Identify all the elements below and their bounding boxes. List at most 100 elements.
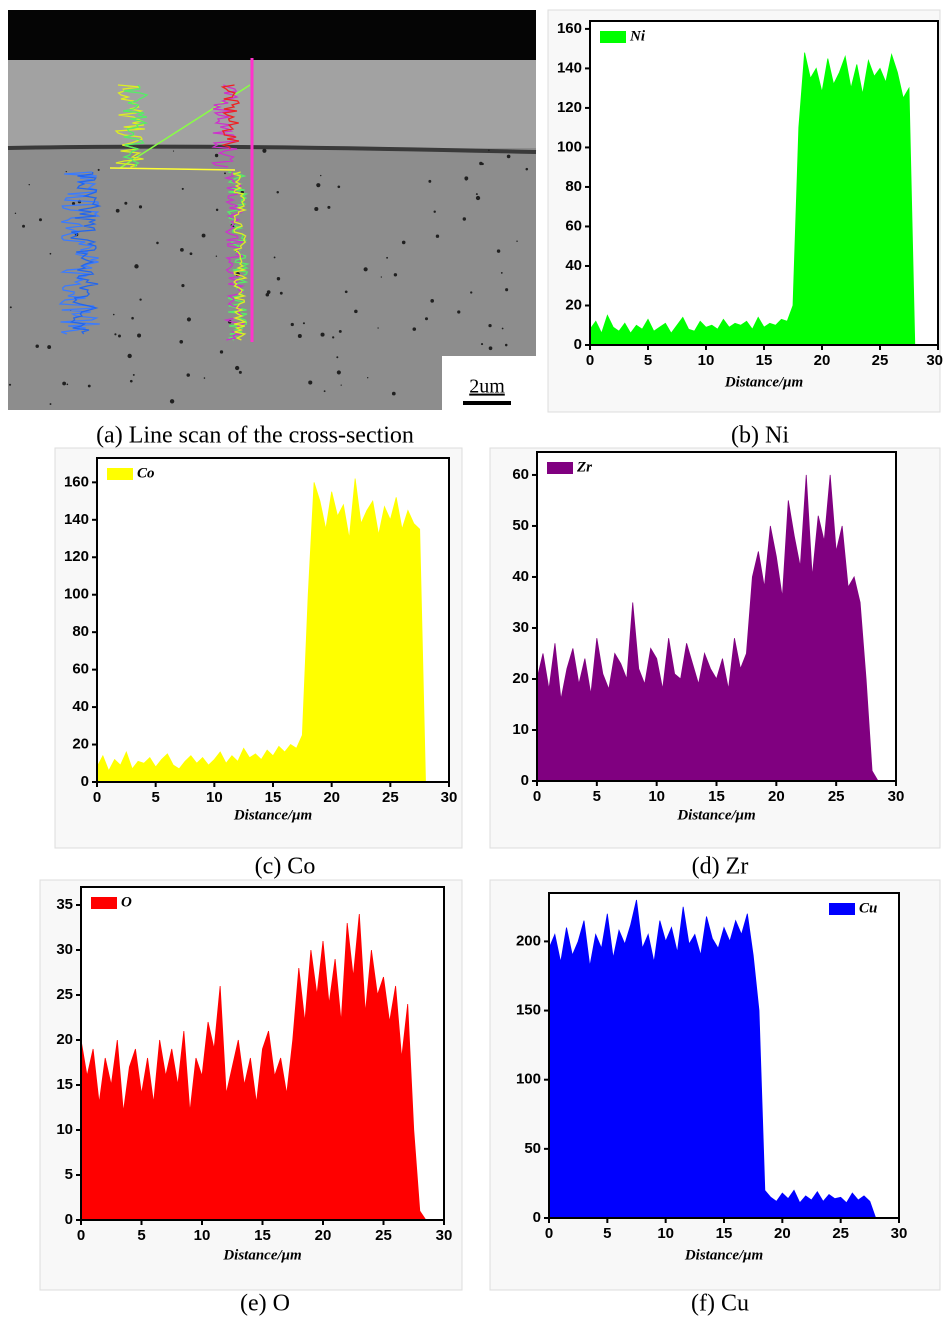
y-tick-label: 10 xyxy=(56,1121,73,1138)
y-tick-label: 0 xyxy=(533,1209,541,1226)
speckle xyxy=(496,249,501,253)
speckle xyxy=(224,172,226,175)
speckle xyxy=(435,234,440,238)
y-tick-label: 15 xyxy=(56,1076,73,1093)
speckle xyxy=(290,322,294,327)
speckle xyxy=(377,327,379,329)
speckle xyxy=(276,277,281,281)
scan-connector xyxy=(109,167,236,171)
x-tick-label: 15 xyxy=(265,789,282,806)
y-tick-label: 120 xyxy=(64,548,89,565)
speckle xyxy=(137,333,142,338)
caption: (d) Zr xyxy=(692,854,749,880)
y-tick-label: 100 xyxy=(516,1071,541,1088)
caption: (b) Ni xyxy=(731,423,789,449)
speckle xyxy=(114,333,117,336)
y-tick-label: 80 xyxy=(72,623,89,640)
x-tick-label: 5 xyxy=(151,789,159,806)
speckle xyxy=(457,310,461,314)
x-axis-label: Distance/μm xyxy=(684,1247,763,1263)
speckle xyxy=(265,292,270,297)
y-tick-label: 30 xyxy=(512,619,529,636)
speckle xyxy=(338,329,342,333)
speckle xyxy=(501,327,504,330)
speckle xyxy=(380,276,382,278)
speckle xyxy=(465,178,468,181)
x-tick-label: 10 xyxy=(206,789,223,806)
speckle xyxy=(401,240,406,245)
scan-trace xyxy=(226,171,250,341)
speckle xyxy=(201,233,206,238)
y-tick-label: 150 xyxy=(516,1002,541,1019)
y-tick-label: 20 xyxy=(56,1031,73,1048)
speckle xyxy=(308,380,313,385)
speckle xyxy=(65,171,67,173)
speckle xyxy=(488,323,492,328)
speckle xyxy=(462,217,467,221)
x-tick-label: 0 xyxy=(545,1225,553,1242)
x-tick-label: 25 xyxy=(832,1225,849,1242)
speckle xyxy=(430,299,434,303)
x-tick-label: 10 xyxy=(657,1225,674,1242)
scan-trace xyxy=(220,84,241,150)
legend-label: Co xyxy=(137,465,155,481)
speckle xyxy=(367,377,369,379)
x-tick-label: 0 xyxy=(533,788,541,805)
scan-trace xyxy=(223,171,246,341)
speckle xyxy=(215,208,219,212)
x-tick-label: 5 xyxy=(603,1225,611,1242)
x-tick-label: 15 xyxy=(254,1227,271,1244)
speckle xyxy=(332,336,335,339)
speckle xyxy=(118,334,121,338)
x-tick-label: 25 xyxy=(828,788,845,805)
scan-trace xyxy=(210,84,239,168)
legend-label: Cu xyxy=(859,900,877,916)
x-tick-label: 25 xyxy=(382,789,399,806)
speckle xyxy=(488,346,493,351)
legend-swatch xyxy=(547,462,573,474)
speckle xyxy=(49,403,52,405)
speckle xyxy=(262,148,267,153)
x-tick-label: 20 xyxy=(323,789,340,806)
x-tick-label: 5 xyxy=(644,352,652,369)
speckle xyxy=(320,174,322,177)
y-tick-label: 140 xyxy=(64,511,89,528)
area xyxy=(536,474,879,782)
speckle xyxy=(189,252,193,256)
y-tick-label: 40 xyxy=(72,698,89,715)
x-tick-label: 30 xyxy=(888,788,905,805)
speckle xyxy=(337,185,341,189)
legend-swatch xyxy=(91,897,117,909)
speckle xyxy=(475,195,481,201)
speckle xyxy=(320,332,325,337)
speckle xyxy=(28,183,30,186)
scale-bar xyxy=(463,401,511,405)
legend-label: Ni xyxy=(629,28,646,44)
y-tick-label: 200 xyxy=(516,932,541,949)
speckle xyxy=(336,356,339,359)
x-tick-label: 25 xyxy=(872,352,889,369)
caption: (f) Cu xyxy=(691,1291,749,1317)
x-tick-label: 0 xyxy=(77,1227,85,1244)
speckle xyxy=(22,224,25,228)
y-tick-label: 60 xyxy=(565,217,582,234)
y-tick-label: 25 xyxy=(56,986,73,1003)
x-tick-label: 30 xyxy=(926,352,943,369)
scan-trace xyxy=(114,84,145,168)
speckle xyxy=(9,306,12,309)
speckle xyxy=(127,353,132,359)
speckle xyxy=(169,399,175,404)
micrograph: 2um xyxy=(7,10,537,410)
speckle xyxy=(386,256,389,259)
scan-trace xyxy=(69,171,102,335)
y-tick-label: 100 xyxy=(557,138,582,155)
y-tick-label: 20 xyxy=(565,296,582,313)
speckle xyxy=(516,240,518,242)
scan-trace xyxy=(122,84,149,168)
speckle xyxy=(179,339,184,344)
speckle xyxy=(180,247,184,252)
speckle xyxy=(186,373,190,377)
caption: (c) Co xyxy=(255,854,316,880)
speckle xyxy=(327,205,331,209)
